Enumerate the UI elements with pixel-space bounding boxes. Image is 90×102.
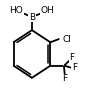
Text: F: F xyxy=(72,63,77,72)
Text: HO: HO xyxy=(9,6,23,15)
Text: F: F xyxy=(69,53,74,62)
Text: F: F xyxy=(62,74,67,83)
Text: OH: OH xyxy=(41,6,54,15)
Text: Cl: Cl xyxy=(62,35,71,44)
Text: B: B xyxy=(29,13,35,22)
